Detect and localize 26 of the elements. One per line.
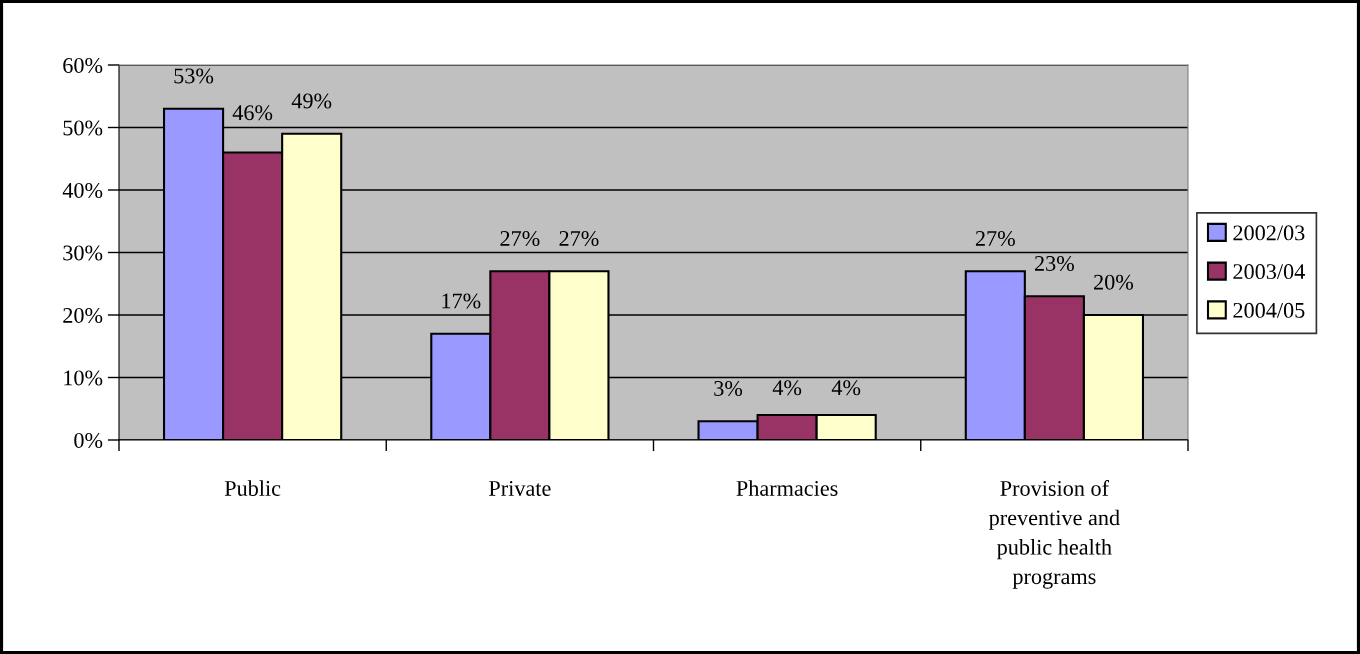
data-label: 3% xyxy=(714,380,743,396)
x-tick-label: Provision of preventive and public health programs xyxy=(989,480,1120,589)
data-label: 49% xyxy=(291,93,332,109)
legend-label: 2002/03 xyxy=(1233,225,1305,241)
legend-label: 2003/04 xyxy=(1233,264,1305,280)
y-tick-label: 50% xyxy=(63,120,103,136)
data-label: 23% xyxy=(1034,255,1074,271)
x-tick-label: Pharmacies xyxy=(736,480,838,496)
legend-label: 2004/05 xyxy=(1233,302,1305,318)
data-label: 4% xyxy=(831,380,861,396)
data-label: 53% xyxy=(174,68,214,84)
y-tick-label: 0% xyxy=(74,432,103,448)
y-tick-label: 20% xyxy=(63,307,103,323)
data-label: 20% xyxy=(1094,274,1134,290)
data-label: 27% xyxy=(500,230,540,246)
data-label: 17% xyxy=(442,293,481,309)
x-tick-label: Private xyxy=(489,480,551,496)
data-label: 27% xyxy=(975,230,1015,246)
y-tick-label: 10% xyxy=(64,370,103,386)
data-label: 46% xyxy=(232,105,273,121)
x-tick-label: Public xyxy=(224,480,281,496)
y-tick-label: 30% xyxy=(63,245,103,261)
y-tick-label: 40% xyxy=(62,182,103,198)
y-tick-label: 60% xyxy=(63,57,103,73)
data-label: 4% xyxy=(772,380,802,396)
data-label: 27% xyxy=(559,230,599,246)
